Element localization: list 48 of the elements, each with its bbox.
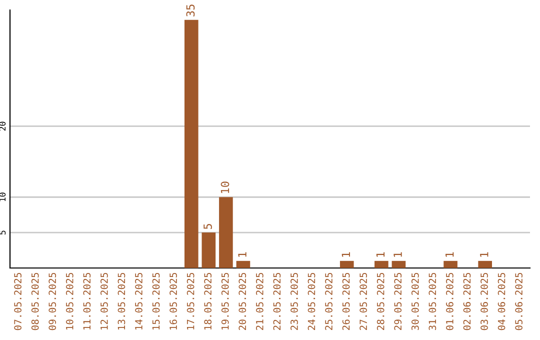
x-tick-label: 15.05.2025 [152,272,160,330]
x-tick-label: 01.06.2025 [446,272,454,330]
x-tick-label: 14.05.2025 [135,272,142,330]
data-label: 1 [342,252,350,257]
bar [444,260,458,268]
x-tick-label: 12.05.2025 [100,272,108,330]
x-tick-label: 26.05.2025 [342,272,350,330]
x-tick-label: 09.05.2025 [48,272,56,330]
x-tick-label: 20.05.2025 [238,272,246,330]
x-tick-label: 10.05.2025 [66,272,74,330]
bar [392,260,406,268]
data-label: 10 [220,182,230,194]
bar [202,232,216,268]
x-tick-label: 27.05.2025 [360,272,367,330]
x-tick-label: 31.05.2025 [428,272,436,330]
x-tick-label: 07.05.2025 [14,272,22,330]
x-tick-label: 17.05.2025 [186,272,194,330]
bar [236,260,250,268]
data-label: 1 [446,252,454,257]
bar [478,260,492,268]
x-tick-label: 25.05.2025 [325,272,332,330]
x-tick-label: 22.05.2025 [273,272,281,330]
data-label: 1 [394,252,402,257]
x-tick-label: 30.05.2025 [411,272,419,330]
data-label: 1 [238,252,246,257]
x-tick-label: 13.05.2025 [118,272,126,330]
bar [374,260,388,268]
x-tick-label: 05.06.2025 [515,272,522,330]
x-tick-label: 02.06.2025 [463,272,471,330]
data-label: 35 [186,4,195,16]
data-label: 1 [376,252,385,257]
data-label: 5 [204,224,212,230]
x-tick-label: 18.05.2025 [204,272,212,330]
x-tick-label: 28.05.2025 [376,272,384,330]
data-label: 1 [480,252,488,257]
bar [184,20,198,268]
x-tick-label: 24.05.2025 [308,272,316,330]
x-tick-label: 08.05.2025 [31,272,39,330]
x-tick-label: 19.05.2025 [221,272,229,330]
x-tick-label: 04.06.2025 [498,272,506,330]
bar [340,260,354,268]
x-tick-label: 11.05.2025 [83,272,91,330]
bar [219,197,233,268]
x-tick-label: 23.05.2025 [290,272,298,330]
x-tick-label: 16.05.2025 [170,272,177,330]
x-tick-label: 21.05.2025 [256,272,264,330]
x-tick-label: 03.06.2025 [480,272,488,330]
x-tick-label: 29.05.2025 [394,272,402,330]
